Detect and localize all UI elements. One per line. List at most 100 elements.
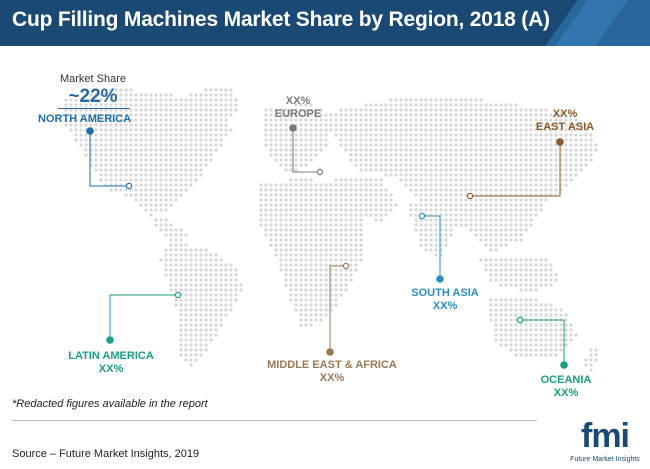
map-dot — [224, 133, 228, 137]
map-dot — [544, 303, 548, 307]
map-dot — [149, 108, 153, 112]
map-dot — [419, 113, 423, 117]
market-share-value: ~22% — [68, 86, 118, 107]
map-dot — [544, 168, 548, 172]
map-dot — [384, 163, 388, 167]
map-dot — [279, 158, 283, 162]
map-dot — [324, 218, 328, 222]
map-dot — [499, 228, 503, 232]
map-dot — [399, 133, 403, 137]
map-dot — [149, 213, 153, 217]
map-dot — [204, 303, 208, 307]
map-dot — [104, 123, 108, 127]
map-dot — [509, 113, 513, 117]
map-dot — [489, 163, 493, 167]
map-dot — [174, 188, 178, 192]
map-dot — [474, 128, 478, 132]
map-dot — [529, 158, 533, 162]
map-dot — [479, 203, 483, 207]
map-dot — [294, 248, 298, 252]
map-dot — [289, 208, 293, 212]
map-dot — [344, 268, 348, 272]
map-dot — [94, 163, 98, 167]
map-dot — [339, 238, 343, 242]
map-dot — [279, 233, 283, 237]
map-dot — [269, 143, 273, 147]
map-dot — [439, 108, 443, 112]
map-dot — [404, 108, 408, 112]
map-dot — [199, 163, 203, 167]
map-dot — [504, 198, 508, 202]
map-dot — [589, 348, 593, 352]
map-dot — [544, 113, 548, 117]
map-dot — [429, 138, 433, 142]
map-dot — [294, 143, 298, 147]
map-dot — [194, 323, 198, 327]
map-dot — [414, 183, 418, 187]
map-dot — [459, 158, 463, 162]
map-dot — [294, 293, 298, 297]
map-dot — [309, 288, 313, 292]
map-dot — [369, 163, 373, 167]
map-dot — [144, 173, 148, 177]
map-dot — [284, 218, 288, 222]
map-dot — [119, 98, 123, 102]
map-dot — [449, 123, 453, 127]
map-dot — [304, 118, 308, 122]
map-dot — [134, 133, 138, 137]
map-dot — [594, 353, 598, 357]
map-dot — [354, 268, 358, 272]
map-dot — [519, 313, 523, 317]
map-dot — [179, 303, 183, 307]
map-dot — [489, 313, 493, 317]
map-dot — [499, 218, 503, 222]
map-dot — [534, 203, 538, 207]
map-dot — [514, 318, 518, 322]
map-dot — [519, 283, 523, 287]
map-dot — [119, 173, 123, 177]
map-dot — [444, 143, 448, 147]
map-dot — [444, 108, 448, 112]
map-dot — [464, 208, 468, 212]
map-dot — [144, 93, 148, 97]
map-dot — [314, 123, 318, 127]
map-dot — [524, 128, 528, 132]
map-dot — [144, 178, 148, 182]
map-dot — [444, 203, 448, 207]
map-dot — [319, 123, 323, 127]
map-dot — [89, 93, 93, 97]
map-dot — [534, 333, 538, 337]
map-dot — [134, 103, 138, 107]
map-dot — [424, 153, 428, 157]
map-dot — [219, 113, 223, 117]
map-dot — [284, 278, 288, 282]
map-dot — [354, 118, 358, 122]
map-dot — [439, 103, 443, 107]
map-dot — [149, 208, 153, 212]
map-dot — [264, 188, 268, 192]
map-dot — [279, 248, 283, 252]
map-dot — [424, 143, 428, 147]
map-dot — [344, 218, 348, 222]
map-dot — [189, 358, 193, 362]
map-dot — [114, 98, 118, 102]
map-dot — [264, 138, 268, 142]
map-dot — [409, 213, 413, 217]
map-dot — [279, 123, 283, 127]
map-dot — [309, 318, 313, 322]
map-dot — [289, 193, 293, 197]
map-dot — [349, 108, 353, 112]
map-dot — [74, 123, 78, 127]
map-dot — [524, 168, 528, 172]
map-dot — [524, 163, 528, 167]
map-dot — [374, 123, 378, 127]
map-dot — [374, 183, 378, 187]
map-dot — [224, 88, 228, 92]
map-dot — [99, 173, 103, 177]
map-dot — [354, 263, 358, 267]
map-dot — [474, 213, 478, 217]
map-dot — [554, 133, 558, 137]
map-dot — [109, 148, 113, 152]
map-dot — [549, 313, 553, 317]
map-dot — [399, 163, 403, 167]
